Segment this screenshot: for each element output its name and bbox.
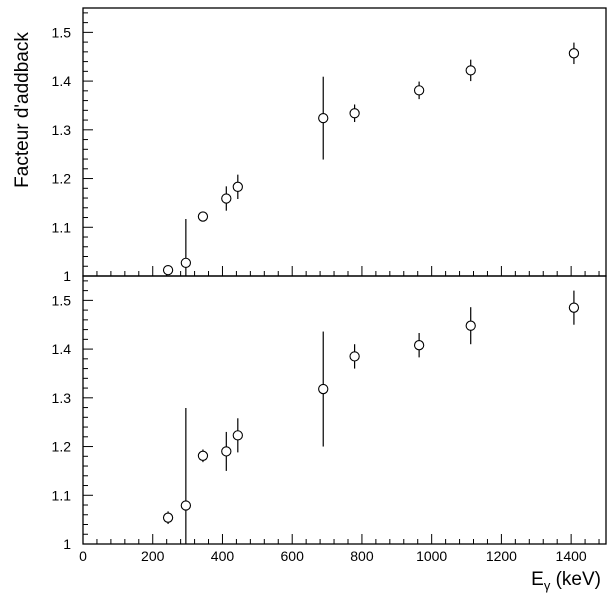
y-tick-label: 1.1 bbox=[52, 219, 72, 235]
top-panel-ticks bbox=[82, 12, 600, 277]
data-point bbox=[318, 112, 329, 124]
y-tick-label: 1.4 bbox=[52, 341, 72, 357]
data-point bbox=[232, 181, 243, 192]
data-point bbox=[197, 211, 209, 222]
data-point bbox=[162, 512, 174, 523]
top-panel-data-points bbox=[162, 42, 580, 276]
x-tick-label: 0 bbox=[79, 548, 87, 564]
bottom-panel: 1 1.1 1.2 1.3 1.4 1.5 0 200 400 600 800 1000 1200 14… bbox=[52, 275, 607, 564]
y-tick-label: 1.5 bbox=[52, 292, 72, 308]
y-tick-label: 1.4 bbox=[52, 73, 72, 89]
x-axis-tick-labels: 0 200 400 600 800 1000 1200 1400 bbox=[79, 548, 587, 564]
x-axis-title-unit: (keV) bbox=[550, 569, 601, 590]
bottom-panel-ticks bbox=[82, 280, 600, 545]
y-tick-label: 1.5 bbox=[52, 24, 72, 40]
x-tick-label: 1000 bbox=[416, 548, 447, 564]
data-point bbox=[568, 48, 580, 59]
data-point bbox=[180, 257, 192, 268]
data-point bbox=[465, 320, 476, 331]
y-tick-label: 1.3 bbox=[52, 122, 72, 138]
x-tick-label: 1200 bbox=[486, 548, 517, 564]
y-tick-label: 1 bbox=[63, 268, 71, 284]
top-panel-y-tick-labels: 1 1.1 1.2 1.3 1.4 1.5 bbox=[52, 24, 72, 284]
data-point bbox=[221, 193, 232, 204]
y-tick-label: 1.3 bbox=[52, 390, 72, 406]
y-tick-label: 1.1 bbox=[52, 487, 72, 503]
x-tick-label: 400 bbox=[211, 548, 235, 564]
data-point bbox=[162, 265, 174, 276]
data-point bbox=[232, 430, 243, 441]
x-tick-label: 200 bbox=[141, 548, 165, 564]
bottom-panel-data-points bbox=[162, 290, 580, 544]
x-tick-label: 600 bbox=[281, 548, 305, 564]
bottom-panel-y-tick-labels: 1 1.1 1.2 1.3 1.4 1.5 bbox=[52, 292, 72, 552]
data-point bbox=[413, 85, 425, 96]
bottom-panel-frame bbox=[82, 275, 607, 545]
top-panel-frame bbox=[82, 7, 607, 277]
y-tick-label: 1.2 bbox=[52, 171, 72, 187]
y-tick-label: 1 bbox=[63, 536, 71, 552]
y-axis-title: Facteur d'addback bbox=[12, 32, 33, 188]
data-point bbox=[349, 108, 360, 119]
data-point bbox=[221, 446, 232, 457]
x-axis-title-subscript: γ bbox=[544, 578, 551, 593]
data-point bbox=[318, 383, 329, 395]
data-point bbox=[413, 340, 425, 351]
x-axis-title: Eγ (keV) bbox=[531, 569, 601, 593]
data-point bbox=[465, 65, 476, 76]
y-tick-label: 1.2 bbox=[52, 439, 72, 455]
x-tick-label: 800 bbox=[350, 548, 374, 564]
top-panel: 1 1.1 1.2 1.3 1.4 1.5 bbox=[52, 7, 607, 284]
data-point bbox=[568, 302, 580, 313]
x-axis-title-main: E bbox=[531, 569, 544, 590]
data-point bbox=[349, 351, 360, 362]
x-tick-label: 1400 bbox=[556, 548, 587, 564]
data-point bbox=[197, 450, 209, 461]
data-point bbox=[180, 500, 192, 511]
